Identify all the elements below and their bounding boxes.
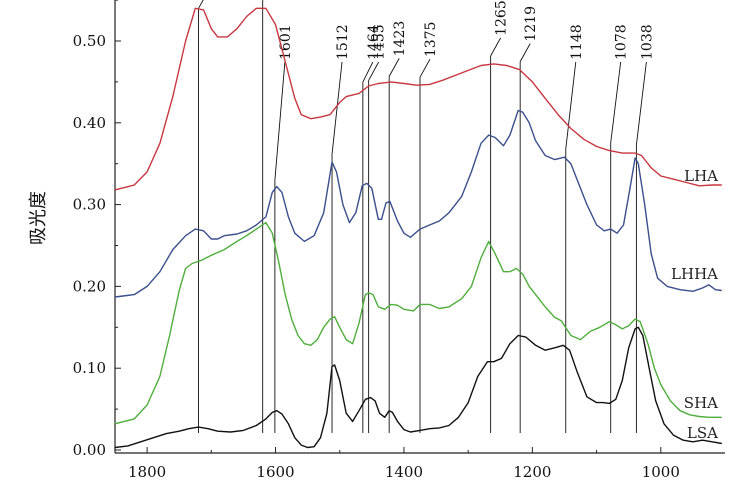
annotation-label: 1148 [569,24,585,60]
annotation-label: 1265 [494,0,510,36]
annotation-connector [362,61,374,83]
x-tick-label: 1200 [513,463,551,481]
series-label-sha: SHA [684,394,718,412]
annotation-connector [198,0,204,9]
annotation-label: 1038 [639,24,655,60]
x-tick-label: 1600 [256,463,294,481]
x-tick-label: 1000 [642,463,680,481]
x-tick-label: 1800 [128,463,166,481]
y-tick-label: 0.20 [73,277,106,295]
y-axis-label: 吸光度 [28,191,49,245]
annotation-label: 1423 [392,21,408,57]
y-tick-label: 0.00 [73,441,106,459]
annotation-connector [610,61,622,143]
y-tick-label: 0.10 [73,359,106,377]
annotation-label: 1219 [523,6,539,42]
series-line-sha [114,221,722,425]
series-label-lsa: LSA [687,424,718,442]
y-tick-label: 0.50 [73,32,106,50]
annotation-connector [388,58,400,77]
annotation-label: 1512 [335,24,351,60]
annotation-connector [519,43,531,62]
annotation-connector [635,61,647,146]
series-label-lhha: LHHA [671,265,718,283]
series-line-lsa [114,326,722,449]
annotation-connector [565,61,577,150]
annotation-label: 1078 [614,24,630,60]
annotation-label: 1464 [366,24,382,60]
annotation-connector [331,61,343,155]
annotation-connector [274,61,286,181]
annotation-label: 1375 [423,22,439,58]
plot-area: 0.00 0.10 0.20 0.30 0.40 0.50 1800 1600 1400 1200… [28,0,725,481]
series-label-lha: LHA [684,167,718,185]
annotation-connector [419,58,431,78]
x-tick-label: 1400 [385,463,423,481]
series-line-lha [114,7,722,191]
y-tick-label: 0.40 [73,114,106,132]
y-tick-label: 0.30 [73,196,106,214]
series-line-lhha [114,109,722,298]
annotation-connector [368,61,380,81]
annotation-connector [490,37,502,57]
annotation-label: 1455 [372,24,388,60]
